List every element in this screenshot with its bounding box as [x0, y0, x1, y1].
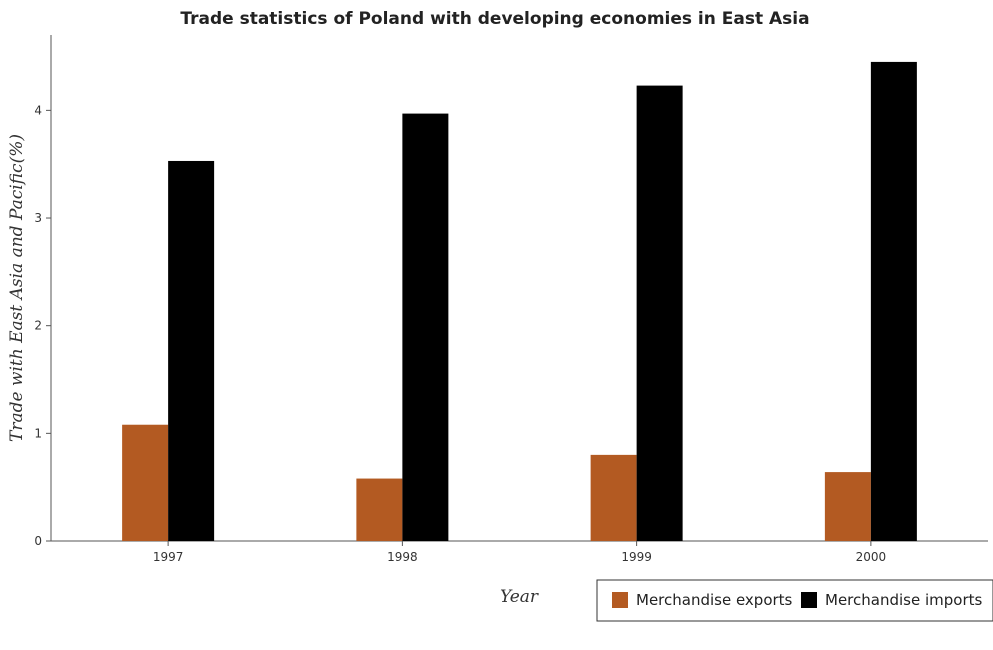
legend-label-imports: Merchandise imports — [825, 591, 982, 609]
y-axis-label: Trade with East Asia and Pacific(%) — [7, 134, 27, 442]
plot-area: 0 1 2 3 4 1997 1998 1999 2000 — [34, 35, 988, 564]
y-tick-label: 3 — [34, 211, 42, 225]
y-tick-label: 4 — [34, 103, 42, 117]
y-tick-label: 0 — [34, 534, 42, 548]
y-tick-label: 2 — [34, 319, 42, 333]
legend-label-exports: Merchandise exports — [636, 591, 793, 609]
y-ticks: 0 1 2 3 4 — [34, 103, 51, 548]
x-axis-label: Year — [500, 587, 539, 607]
bar-exports-1999 — [590, 454, 637, 541]
legend-swatch-imports — [801, 592, 817, 608]
legend: Merchandise exports Merchandise imports — [596, 579, 993, 622]
chart-title: Trade statistics of Poland with developi… — [180, 9, 809, 29]
y-tick-label: 1 — [34, 426, 42, 440]
bar-imports-1999 — [636, 85, 683, 541]
bars — [122, 61, 917, 542]
legend-box — [596, 579, 993, 622]
bar-imports-1997 — [168, 160, 215, 541]
x-ticks: 1997 1998 1999 2000 — [153, 541, 886, 564]
bar-exports-1998 — [356, 478, 403, 541]
bar-imports-1998 — [402, 113, 449, 541]
x-tick-label: 1997 — [153, 550, 184, 564]
x-tick-label: 1999 — [621, 550, 652, 564]
legend-swatch-exports — [612, 592, 628, 608]
x-tick-label: 2000 — [856, 550, 887, 564]
bar-exports-2000 — [824, 472, 871, 541]
x-tick-label: 1998 — [387, 550, 418, 564]
bar-exports-1997 — [122, 424, 169, 541]
bar-imports-2000 — [870, 61, 917, 542]
